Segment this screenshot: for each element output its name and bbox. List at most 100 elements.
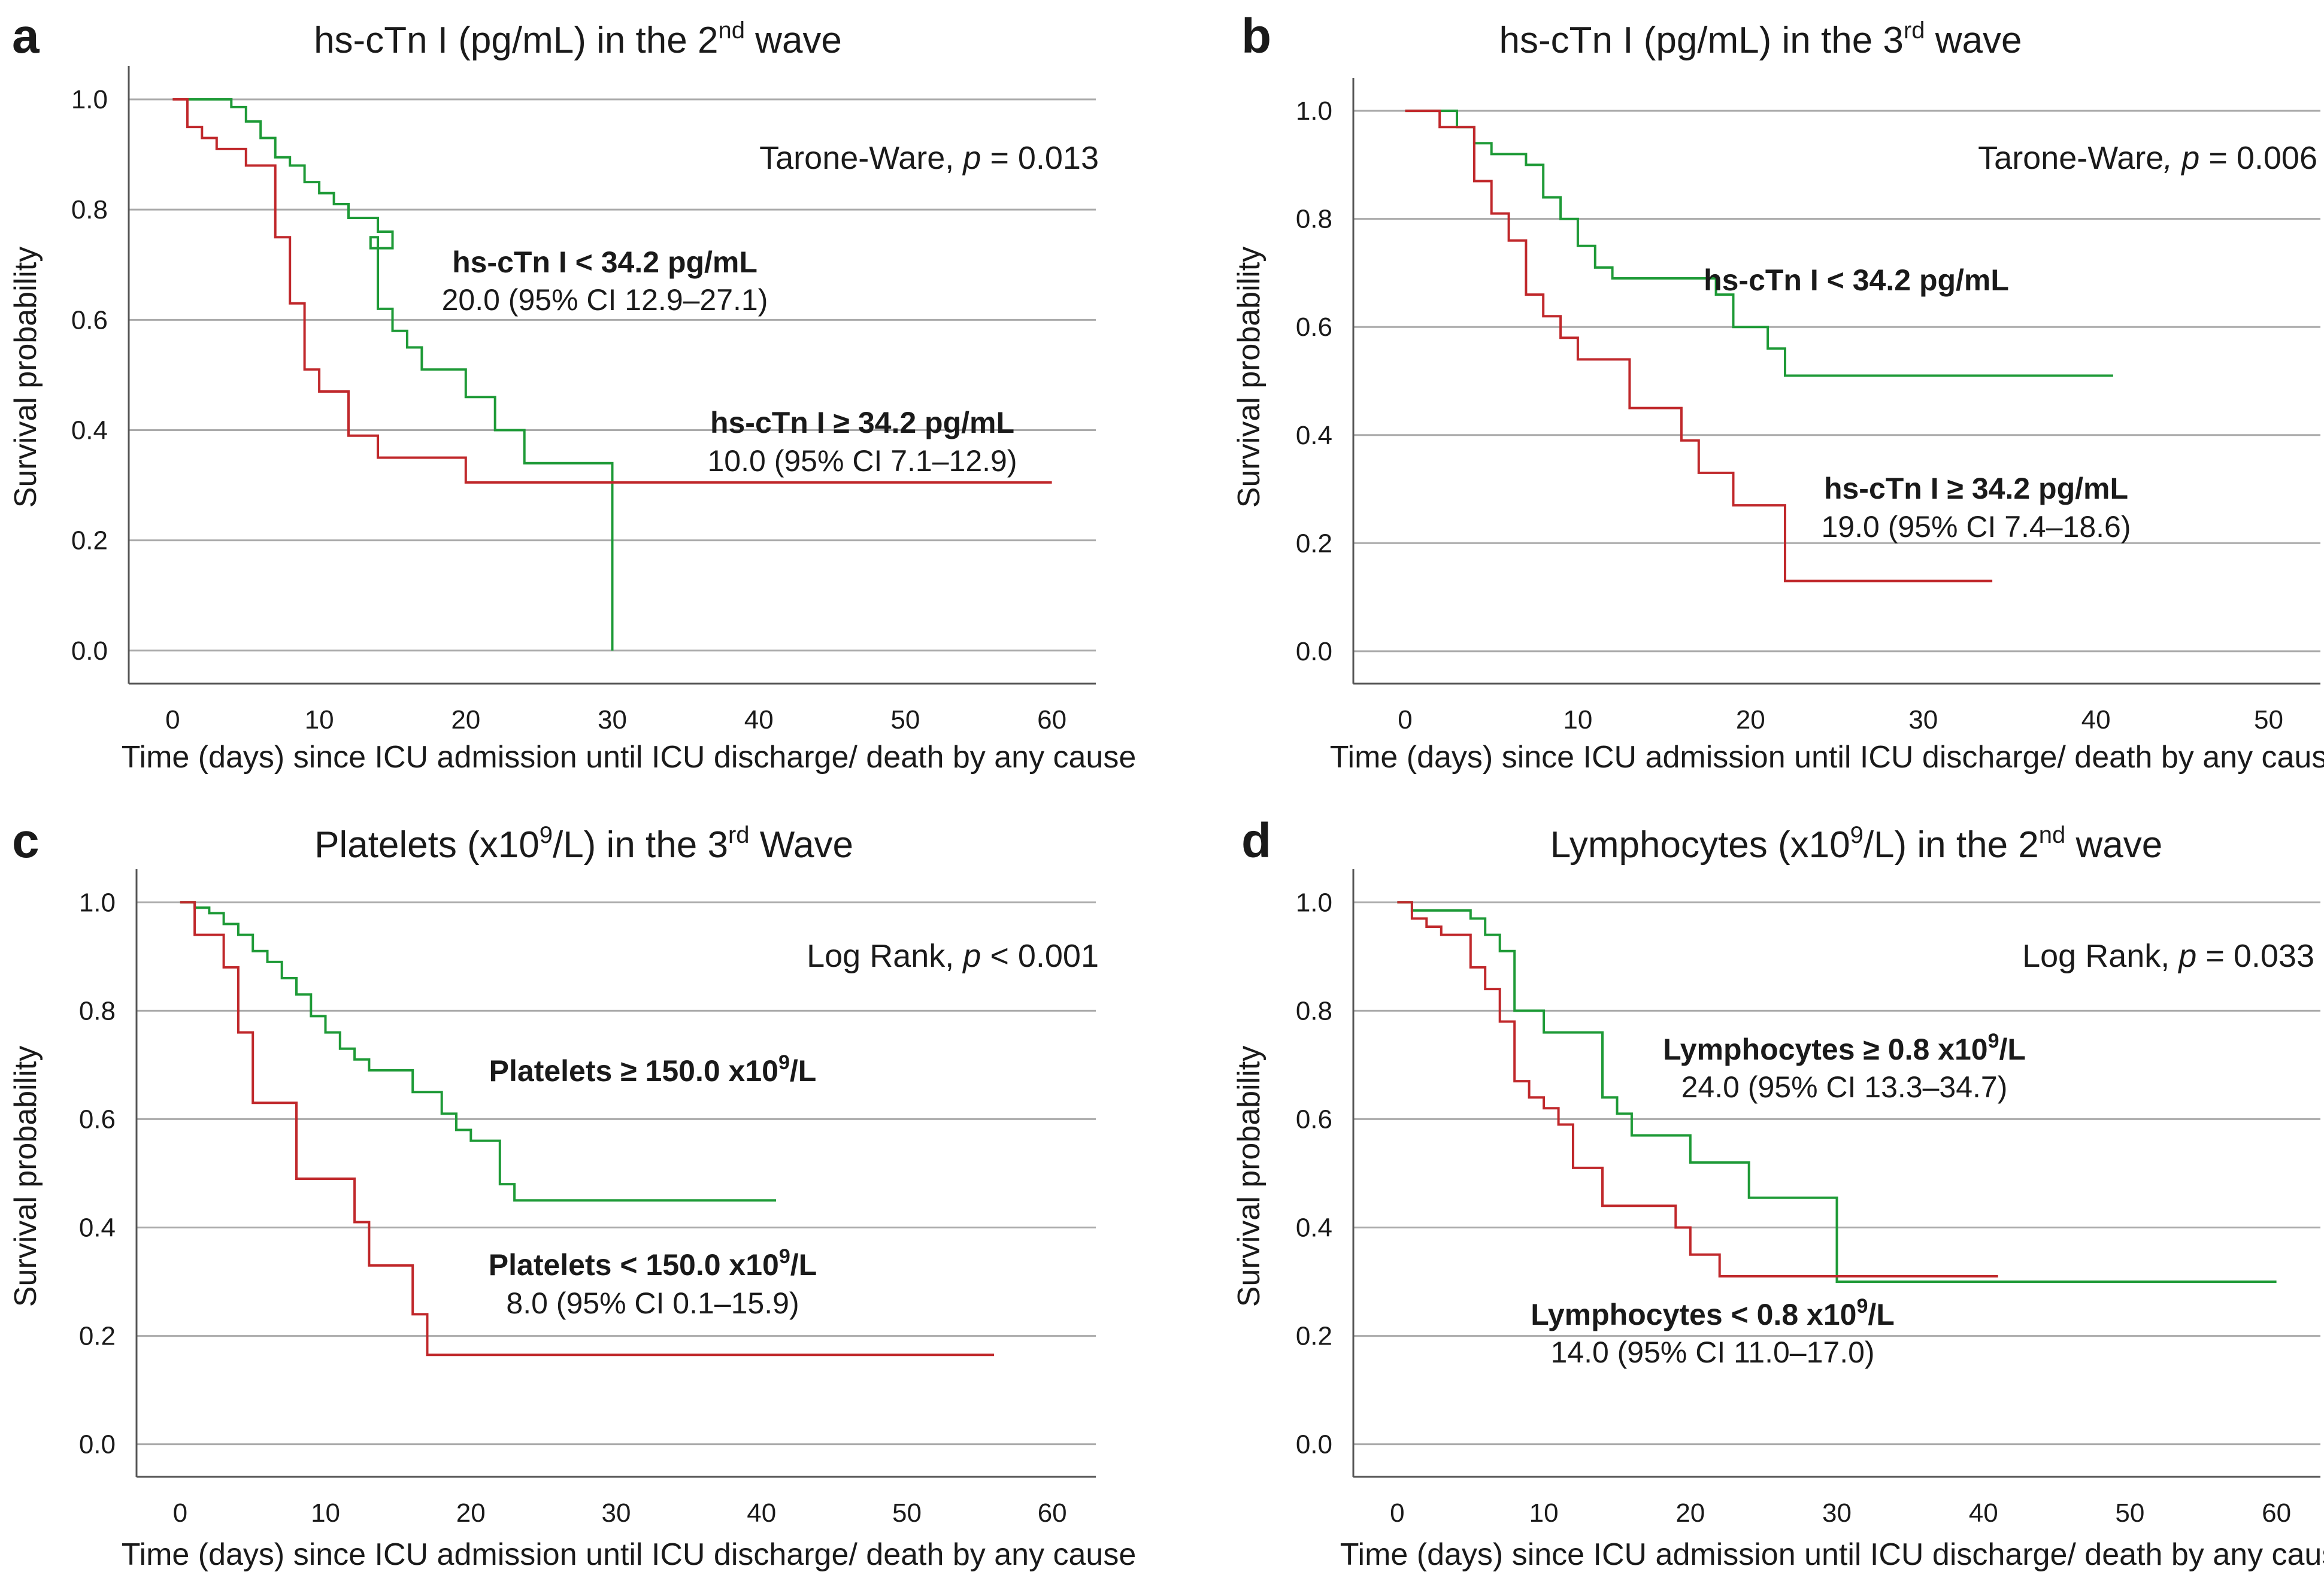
statistic-prefix: Tarone-Ware [1978, 140, 2164, 176]
survival-curve-green [172, 98, 614, 651]
x-tick-label: 50 [2115, 1498, 2144, 1528]
x-tick-label: 20 [456, 1498, 486, 1528]
survival-curve-red [1405, 110, 1993, 582]
y-tick-label: 0.6 [1296, 312, 1332, 342]
series-label-tail: /L [1999, 1033, 2026, 1066]
title-superscript: rd [1904, 17, 1925, 44]
title-main: Lymphocytes (x10 [1550, 824, 1850, 866]
y-tick-label: 1.0 [71, 85, 108, 114]
series-label-text: Lymphocytes ≥ 0.8 x10 [1663, 1033, 1988, 1066]
x-tick-label: 0 [1390, 1498, 1404, 1528]
x-tick-label: 50 [890, 705, 920, 735]
y-tick-label: 0.0 [1296, 1430, 1332, 1459]
x-tick-label: 20 [1675, 1498, 1705, 1528]
y-tick-label: 0.2 [1296, 529, 1332, 558]
series-label: Lymphocytes < 0.8 x109/L [1531, 1295, 1895, 1331]
statistic-p-symbol: p [962, 938, 981, 974]
series-label-superscript: 9 [1856, 1295, 1868, 1318]
x-tick-label: 0 [165, 705, 180, 735]
series-label: Platelets < 150.0 x109/L [489, 1245, 817, 1282]
panel-title: Lymphocytes (x109/L) in the 2nd wave [1550, 822, 2163, 866]
panel-letter: d [1241, 814, 1271, 868]
test-statistic: Log Rank, p < 0.001 [807, 938, 1099, 974]
series-median-survival: 19.0 (95% CI 7.4–18.6) [1822, 510, 2131, 544]
series-label-text: hs-cTn I ≥ 34.2 pg/mL [710, 406, 1014, 439]
panel-title: hs-cTn I (pg/mL) in the 2nd wave [314, 17, 842, 61]
title-superscript-2: nd [2039, 822, 2066, 848]
series-label-superscript: 9 [778, 1051, 790, 1074]
test-statistic: Log Rank, p = 0.033 [2022, 938, 2314, 974]
y-axis-title: Survival probability [1232, 1046, 1266, 1307]
series-label: hs-cTn I ≥ 34.2 pg/mL [710, 406, 1014, 439]
x-tick-label: 30 [602, 1498, 631, 1528]
title-superscript: nd [718, 17, 745, 44]
series-median-survival: 8.0 (95% CI 0.1–15.9) [506, 1286, 799, 1320]
y-tick-label: 0.8 [1296, 205, 1332, 234]
series-label-tail: /L [1868, 1298, 1894, 1331]
panel-title: hs-cTn I (pg/mL) in the 3rd wave [1499, 17, 2022, 61]
y-tick-label: 0.8 [71, 195, 108, 224]
statistic-suffix: = 0.013 [981, 140, 1099, 176]
panel-c: c Platelets (x109/L) in the 3rd Wave0.00.… [8, 814, 1136, 1572]
statistic-suffix: = 0.033 [2196, 938, 2314, 974]
x-tick-label: 10 [1529, 1498, 1559, 1528]
title-tail: /L) in the 3 [553, 824, 728, 866]
title-tail-2: wave [2065, 824, 2162, 866]
x-tick-label: 60 [1038, 1498, 1067, 1528]
x-tick-label: 30 [1908, 705, 1938, 735]
y-tick-label: 0.4 [71, 415, 108, 445]
y-tick-label: 0.4 [1296, 1213, 1332, 1243]
survival-curve-green [180, 901, 776, 1202]
x-tick-label: 30 [1822, 1498, 1852, 1528]
statistic-suffix: < 0.001 [981, 938, 1099, 974]
x-tick-label: 50 [2254, 705, 2283, 735]
x-tick-label: 40 [747, 1498, 776, 1528]
x-axis-title: Time (days) since ICU admission until IC… [1330, 740, 2324, 775]
survival-curve-red [180, 901, 995, 1357]
series-median-survival: 20.0 (95% CI 12.9–27.1) [442, 283, 768, 317]
panel-title: Platelets (x109/L) in the 3rd Wave [314, 822, 853, 866]
series-label: Lymphocytes ≥ 0.8 x109/L [1663, 1030, 2026, 1066]
x-tick-label: 10 [305, 705, 334, 735]
y-tick-label: 0.0 [71, 636, 108, 666]
series-label: Platelets ≥ 150.0 x109/L [489, 1051, 817, 1088]
series-median-survival: 14.0 (95% CI 11.0–17.0) [1550, 1336, 1874, 1369]
x-tick-label: 10 [311, 1498, 340, 1528]
y-tick-label: 0.6 [1296, 1104, 1332, 1134]
y-tick-label: 1.0 [79, 888, 116, 917]
series-label-text: Platelets ≥ 150.0 x10 [489, 1054, 778, 1088]
x-tick-label: 40 [1969, 1498, 1998, 1528]
series-label-tail: /L [790, 1054, 816, 1088]
x-tick-label: 50 [892, 1498, 922, 1528]
statistic-p-symbol: , p [2164, 140, 2199, 176]
y-tick-label: 1.0 [1296, 96, 1332, 126]
title-tail: wave [1925, 20, 2022, 61]
title-tail: wave [745, 20, 842, 61]
x-tick-label: 20 [451, 705, 480, 735]
y-tick-label: 0.2 [79, 1322, 116, 1351]
title-main: hs-cTn I (pg/mL) in the 3 [1499, 20, 1904, 61]
y-tick-label: 0.0 [1296, 637, 1332, 666]
y-tick-label: 1.0 [1296, 888, 1332, 917]
series-label-text: Platelets < 150.0 x10 [489, 1248, 779, 1282]
series-label: hs-cTn I < 34.2 pg/mL [452, 245, 758, 279]
y-tick-label: 0.2 [1296, 1322, 1332, 1351]
series-label-superscript: 9 [779, 1245, 790, 1268]
series-median-survival: 24.0 (95% CI 13.3–34.7) [1681, 1070, 2008, 1104]
panel-a: a hs-cTn I (pg/mL) in the 2nd wave 0.0 0.2 0… [8, 9, 1136, 775]
series-label-text: hs-cTn I ≥ 34.2 pg/mL [1824, 472, 2128, 505]
y-axis-title: Survival probability [1232, 247, 1266, 508]
x-axis-title: Time (days) since ICU admission until IC… [122, 740, 1137, 775]
x-tick-label: 0 [173, 1498, 187, 1528]
x-tick-label: 40 [744, 705, 774, 735]
y-tick-label: 0.2 [71, 526, 108, 556]
statistic-suffix: = 0.006 [2199, 140, 2317, 176]
x-tick-label: 0 [1398, 705, 1412, 735]
statistic-prefix: Log Rank, [807, 938, 963, 974]
survival-curve-red [172, 98, 1052, 484]
title-superscript-2: rd [728, 822, 750, 848]
test-statistic: Tarone-Ware, p = 0.006 [1978, 140, 2317, 176]
statistic-p-symbol: p [962, 140, 981, 176]
series-label-text: hs-cTn I < 34.2 pg/mL [452, 245, 758, 279]
